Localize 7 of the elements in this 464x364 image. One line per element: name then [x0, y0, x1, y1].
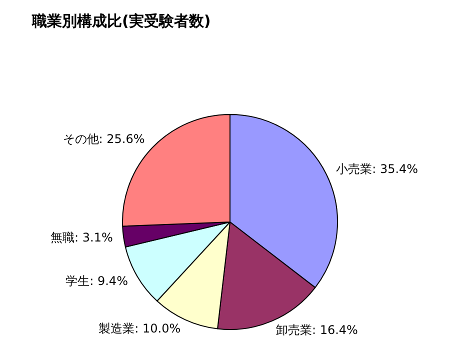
slice-label: その他: 25.6%: [62, 132, 145, 146]
slice-label: 卸売業: 16.4%: [276, 323, 358, 338]
chart-title: 職業別構成比(実受験者数): [32, 12, 211, 31]
slice-label: 小売業: 35.4%: [336, 162, 418, 176]
slice-label: 無職: 3.1%: [50, 230, 113, 244]
slice-label: 学生: 9.4%: [66, 274, 128, 288]
slice-label: 製造業: 10.0%: [98, 322, 181, 336]
